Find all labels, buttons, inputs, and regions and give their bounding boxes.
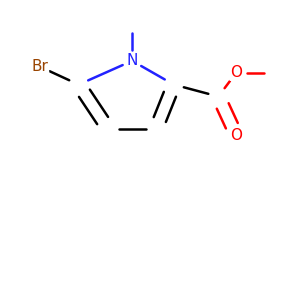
Text: N: N [127, 53, 138, 68]
Text: Br: Br [32, 59, 49, 74]
Text: O: O [230, 128, 242, 142]
Text: O: O [230, 65, 242, 80]
